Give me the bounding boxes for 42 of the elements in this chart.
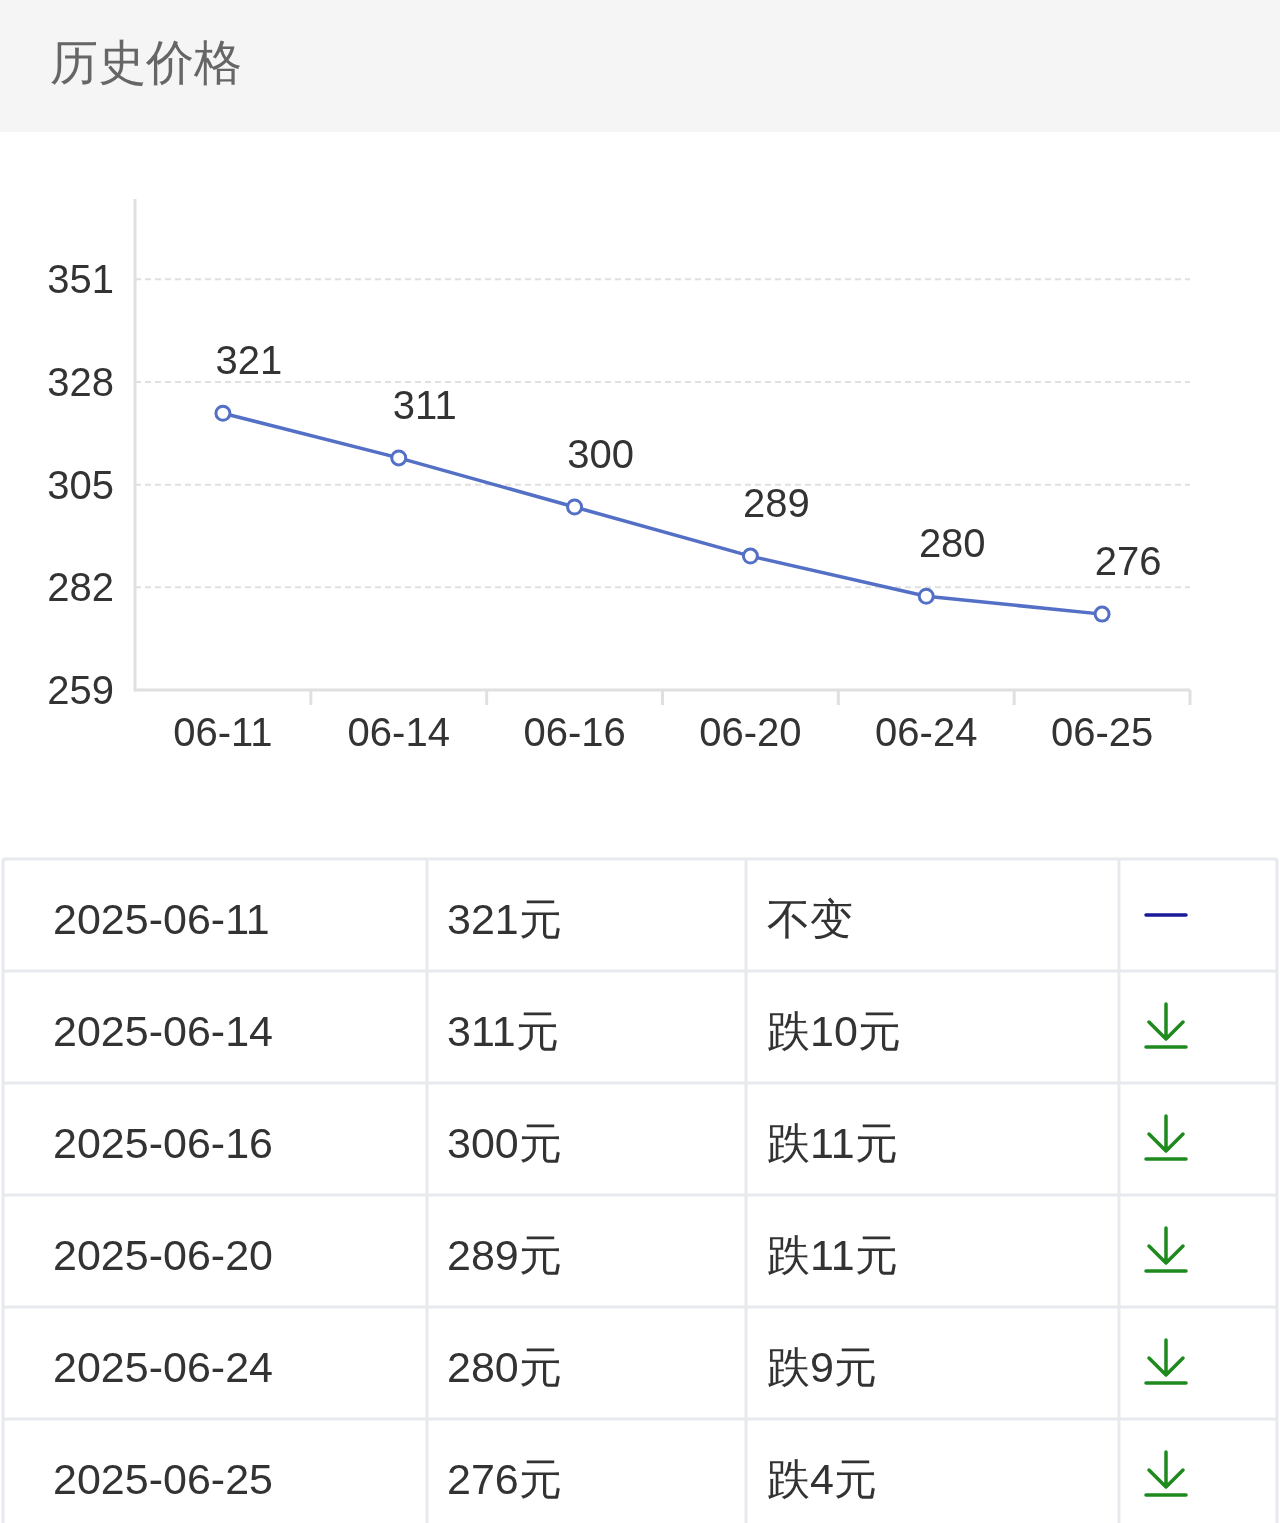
x-tick-label: 06-16: [523, 710, 626, 754]
data-label: 289: [743, 481, 810, 526]
data-label: 276元: [447, 1455, 562, 1503]
point: [741, 547, 759, 565]
point: [917, 587, 935, 605]
x-tick-label: 06-24: [875, 710, 978, 754]
point: [390, 449, 408, 467]
point: [214, 404, 232, 422]
text: 跌11元: [767, 1231, 898, 1279]
data-label: 289元: [447, 1231, 562, 1279]
y-tick-label: 351: [47, 257, 114, 302]
x-tick-label: 06-11: [173, 710, 273, 754]
text: 跌10元: [767, 1007, 901, 1055]
category-label: 2025-06-24: [53, 1343, 273, 1391]
text: 跌4元: [767, 1455, 877, 1503]
y-tick-label: 259: [47, 668, 114, 712]
point: [1093, 605, 1111, 623]
category-label: 2025-06-11: [53, 895, 270, 943]
data-label: 300元: [447, 1119, 562, 1167]
category-label: 2025-06-20: [53, 1231, 273, 1279]
text: 跌11元: [767, 1119, 898, 1167]
data-label: 280元: [447, 1343, 562, 1391]
y-tick-label: 305: [47, 462, 114, 507]
y-tick-label: 282: [47, 565, 114, 610]
data-label: 321元: [447, 895, 562, 943]
chart-title: 历史价格: [50, 36, 242, 89]
data-label: 321: [215, 338, 283, 383]
data-label: 300: [567, 431, 634, 476]
data-label: 280: [918, 521, 986, 566]
x-tick-label: 06-25: [1050, 710, 1154, 754]
text: 跌9元: [767, 1343, 877, 1391]
point: [566, 498, 584, 516]
category-label: 2025-06-25: [53, 1455, 273, 1503]
text: 不变: [767, 895, 853, 943]
data-label: 311: [392, 382, 457, 427]
data-label: 311元: [447, 1007, 559, 1055]
y-tick-label: 328: [47, 360, 114, 405]
category-label: 2025-06-14: [53, 1007, 273, 1055]
category-label: 2025-06-16: [53, 1119, 273, 1167]
x-tick-label: 06-14: [347, 710, 450, 754]
data-label: 276: [1094, 539, 1162, 584]
x-tick-label: 06-20: [699, 710, 802, 754]
